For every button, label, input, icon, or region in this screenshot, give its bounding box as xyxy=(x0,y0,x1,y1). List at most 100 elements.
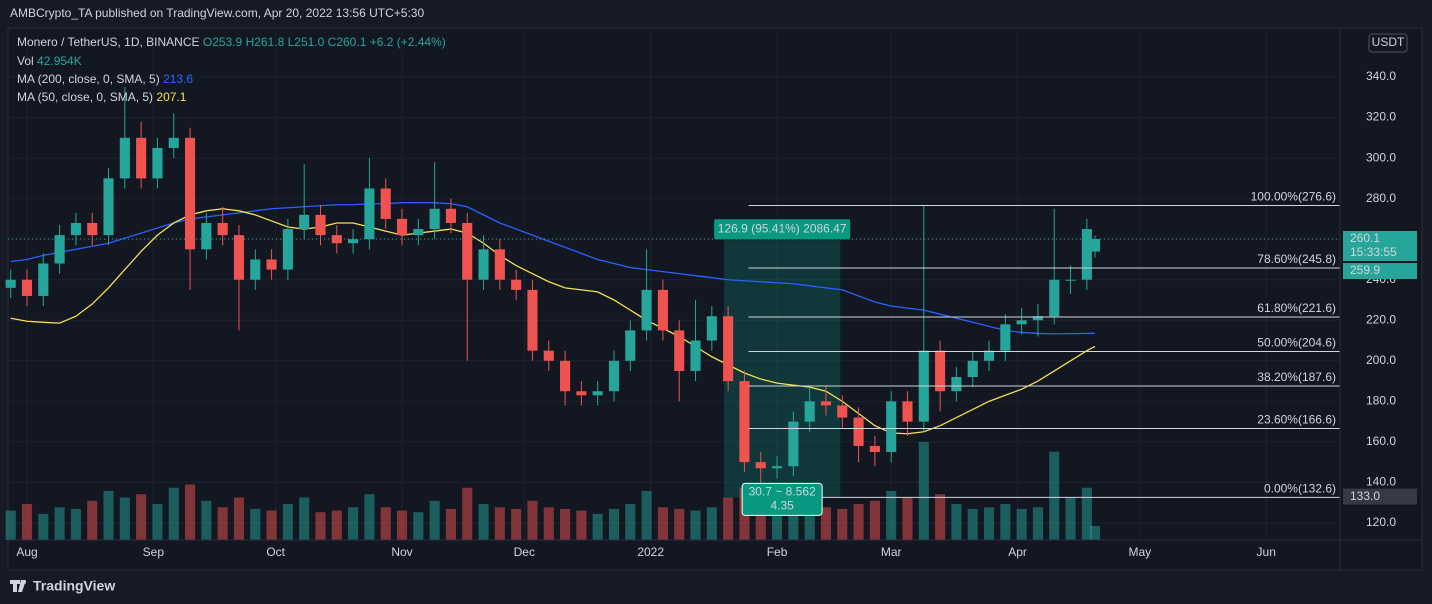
brand: TradingView xyxy=(33,578,115,594)
volume-bar xyxy=(233,497,245,540)
volume-bar xyxy=(299,497,310,540)
candle-body xyxy=(641,289,652,331)
legend-ma50: MA (50, close, 0, SMA, 5) 207.1 xyxy=(17,90,187,104)
volume-bar xyxy=(820,507,832,540)
ohlc: O253.9 xyxy=(203,35,243,49)
candle-body xyxy=(853,417,864,446)
fib-label: 50.00%(204.6) xyxy=(1257,336,1336,350)
volume-bar xyxy=(837,508,848,540)
candle-body xyxy=(1049,279,1060,317)
ohlc: C260.1 xyxy=(328,35,367,49)
volume-bar xyxy=(1065,497,1076,540)
volume-bar xyxy=(413,512,424,540)
candle-body xyxy=(755,462,766,469)
fib-label: 61.80%(221.6) xyxy=(1257,301,1336,315)
volume-bar xyxy=(494,507,505,540)
candle-body xyxy=(1089,238,1101,252)
candle-body xyxy=(820,401,832,406)
vol-label: Vol xyxy=(17,54,34,68)
candle-body xyxy=(70,222,81,236)
volume-bar xyxy=(348,507,359,540)
x-tick-label: Apr xyxy=(1008,545,1027,559)
volume-bar xyxy=(771,508,783,540)
volume-bar xyxy=(983,507,995,540)
volume-bar xyxy=(282,504,293,540)
candle-body xyxy=(576,391,587,396)
measure-footer: 4.35 xyxy=(770,499,794,513)
volume-bar xyxy=(217,507,228,540)
candle-body xyxy=(217,222,228,236)
volume-bar xyxy=(38,513,49,540)
brand-logo xyxy=(10,580,26,592)
y-tick-label: 140.0 xyxy=(1366,475,1396,489)
candle-body xyxy=(967,360,978,378)
candle-body xyxy=(21,279,33,296)
candle-body xyxy=(837,405,848,418)
candle-body xyxy=(413,229,424,236)
volume-bar xyxy=(1016,508,1027,540)
candle-body xyxy=(250,259,261,280)
candle-body xyxy=(690,340,701,371)
volume-bar xyxy=(1049,451,1060,540)
volume-bar xyxy=(380,507,391,540)
candle-body xyxy=(5,279,16,288)
ohlc: L251.0 xyxy=(288,35,325,49)
candle-body xyxy=(429,208,440,230)
volume-bar xyxy=(396,510,408,540)
volume-bar xyxy=(462,487,473,540)
volume-bar xyxy=(54,507,65,540)
x-tick-label: Oct xyxy=(266,545,285,559)
candle-body xyxy=(266,259,277,270)
candle-body xyxy=(1081,229,1092,280)
candle-body xyxy=(494,249,505,280)
volume-bar xyxy=(315,512,326,540)
candle-body xyxy=(136,137,147,179)
candle-body xyxy=(771,466,783,469)
volume-bar xyxy=(21,504,33,540)
candle-body xyxy=(1016,320,1027,325)
volume-bar xyxy=(543,507,554,540)
volume-bar xyxy=(152,504,163,540)
volume-bar xyxy=(136,494,147,540)
x-tick-label: Nov xyxy=(391,545,412,559)
legend-main: Monero / TetherUS, 1D, BINANCE O253.9 H2… xyxy=(17,35,446,49)
candle-body xyxy=(951,377,962,392)
legend-ma200: MA (200, close, 0, SMA, 5) 213.6 xyxy=(17,72,193,86)
volume-bar xyxy=(755,504,766,540)
measure-footer: 30.7 ~ 8.562 xyxy=(749,485,816,499)
candle-body xyxy=(657,289,668,331)
x-tick-label: Sep xyxy=(143,545,165,559)
candle-body xyxy=(184,137,196,250)
candle-body xyxy=(511,279,522,290)
candle-body xyxy=(119,137,130,179)
countdown: 15:33:55 xyxy=(1350,245,1397,259)
volume-bar xyxy=(902,497,913,540)
measure-label-box xyxy=(714,219,851,240)
volume-bar xyxy=(184,484,196,540)
measure-footer-box xyxy=(741,482,823,516)
volume-bar xyxy=(657,507,668,540)
candle-body xyxy=(380,188,391,219)
volume-bar xyxy=(967,508,978,540)
currency[interactable]: USDT xyxy=(1372,35,1405,49)
volume-bar xyxy=(103,490,114,540)
candle-body xyxy=(592,391,603,396)
candle-body xyxy=(886,401,897,453)
candle-body xyxy=(625,330,636,361)
ma-value: 213.6 xyxy=(163,72,193,86)
volume-bar xyxy=(576,510,587,540)
volume-bar xyxy=(918,441,929,540)
volume-bar xyxy=(625,504,636,540)
change: +6.2 (+2.44%) xyxy=(370,35,446,49)
volume-bar xyxy=(886,490,897,540)
published-line: AMBCrypto_TA published on TradingView.co… xyxy=(10,6,424,20)
volume-bar xyxy=(266,510,277,540)
candle-body xyxy=(462,222,473,280)
fib-label: 0.00%(132.6) xyxy=(1264,482,1336,496)
x-tick-label: Dec xyxy=(514,545,535,559)
currency-box[interactable] xyxy=(1368,33,1408,53)
y-tick-label: 300.0 xyxy=(1366,150,1396,164)
volume-bar xyxy=(250,508,261,540)
